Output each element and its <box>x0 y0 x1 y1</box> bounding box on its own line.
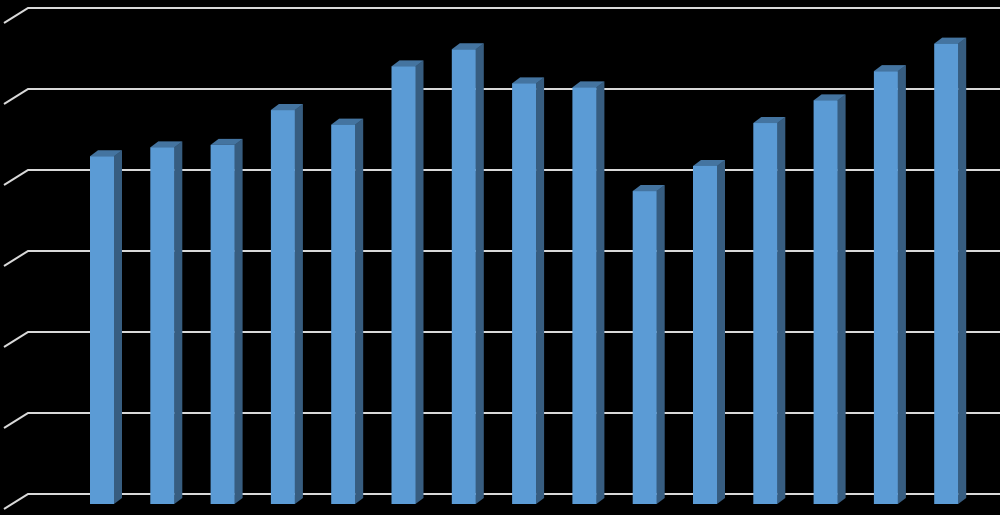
grid-line <box>3 331 1000 348</box>
bar-side <box>837 94 846 504</box>
bar-side <box>174 141 183 504</box>
bar-front <box>693 165 717 504</box>
grid-line <box>3 493 1000 510</box>
grid-line <box>3 250 1000 267</box>
bar-top <box>934 37 967 44</box>
bar-front <box>90 156 114 505</box>
bar-front <box>331 124 356 504</box>
bar <box>873 65 906 505</box>
bar-front <box>572 87 597 504</box>
bar-side <box>355 118 364 504</box>
bar-front <box>451 49 476 505</box>
bar-side <box>897 65 906 505</box>
bar <box>210 138 243 504</box>
bar <box>572 81 605 504</box>
bar-top <box>632 185 665 192</box>
bar <box>150 141 183 504</box>
bar-top <box>451 43 484 50</box>
grid-line <box>3 7 1000 24</box>
bar <box>512 77 545 504</box>
grid-line <box>3 169 1000 186</box>
bar-top <box>572 81 605 88</box>
bar-front <box>391 66 416 504</box>
bar-top <box>210 138 243 145</box>
bar <box>632 185 665 504</box>
bar-side <box>475 43 484 505</box>
bar <box>934 37 967 504</box>
bar-side <box>114 150 122 505</box>
bar-top <box>512 77 545 84</box>
grid-line <box>3 412 1000 429</box>
bar-front <box>512 83 537 504</box>
bar-top <box>270 104 303 111</box>
bar-top <box>753 117 786 124</box>
bar-top <box>813 94 846 101</box>
bar-top <box>873 65 906 72</box>
bar-front <box>210 144 235 504</box>
bar-front <box>873 71 898 505</box>
bar-top <box>331 118 364 125</box>
bar <box>451 43 484 505</box>
bar <box>270 104 303 504</box>
bar-front <box>632 191 657 504</box>
bar-front <box>270 110 295 504</box>
bar-side <box>294 104 303 504</box>
bar-top <box>90 150 122 157</box>
bar-front <box>934 43 959 504</box>
bar-side <box>415 60 424 504</box>
bar <box>813 94 846 504</box>
bar <box>331 118 364 504</box>
bar-top <box>150 141 183 148</box>
bar-side <box>234 138 243 504</box>
bar-top <box>693 159 725 166</box>
bar-side <box>536 77 545 504</box>
bar <box>90 150 122 505</box>
bar-side <box>958 37 967 504</box>
bar-side <box>596 81 605 504</box>
bar-side <box>656 185 665 504</box>
bar <box>753 117 786 505</box>
bar-side <box>777 117 786 505</box>
bar-side <box>717 159 725 504</box>
bar <box>693 159 725 504</box>
grid-line <box>3 88 1000 105</box>
bar-front <box>150 147 175 504</box>
bar-top <box>391 60 424 67</box>
bar-front <box>753 123 778 505</box>
bar <box>391 60 424 504</box>
bar-front <box>813 100 838 504</box>
